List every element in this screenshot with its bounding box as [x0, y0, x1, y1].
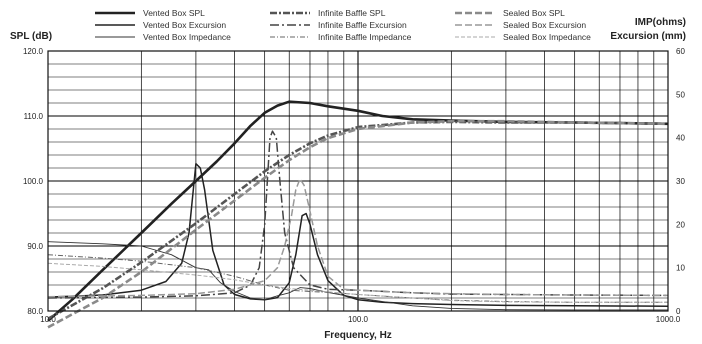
y-left-tick-label: 100.0 [23, 177, 44, 186]
series-vented-box-spl [47, 100, 669, 322]
legend: Vented Box SPL Vented Box Excursion Vented… [95, 8, 591, 42]
legend-label: Sealed Box SPL [503, 8, 565, 18]
y-right-tick-label: 20 [676, 220, 685, 229]
legend-label: Infinite Baffle SPL [318, 8, 386, 18]
legend-label: Infinite Baffle Excursion [318, 20, 407, 30]
tick-labels: 10.0 100.0 1000.0 80.0 90.0 100.0 110.0 120.0 0 1… [23, 47, 685, 324]
x-tick-label: 100.0 [348, 315, 369, 324]
y-left-tick-label: 120.0 [23, 47, 44, 56]
plot-frame [47, 50, 669, 312]
legend-label: Infinite Baffle Impedance [318, 32, 412, 42]
y-left-tick-label: 110.0 [24, 112, 44, 121]
y-right-axis-title-impedance: IMP(ohms) [635, 17, 686, 28]
y-right-tick-label: 40 [676, 134, 685, 143]
y-right-axis-title-excursion: Excursion (mm) [610, 31, 686, 42]
x-tick-label: 1000.0 [656, 315, 681, 324]
series-vented-box-impedance [47, 241, 668, 311]
x-tick-label: 10.0 [40, 315, 56, 324]
legend-label: Vented Box Excursion [143, 20, 226, 30]
y-right-tick-label: 0 [676, 307, 681, 316]
x-axis-title: Frequency, Hz [324, 330, 392, 341]
series-sealed-box-spl [47, 119, 669, 329]
series-sealed-box-impedance [47, 262, 668, 303]
y-left-tick-label: 90.0 [27, 242, 43, 251]
legend-label: Sealed Box Impedance [503, 32, 591, 42]
legend-label: Sealed Box Excursion [503, 20, 586, 30]
y-right-tick-label: 60 [676, 47, 685, 56]
legend-label: Vented Box SPL [143, 8, 205, 18]
series-layer [47, 100, 669, 329]
y-right-tick-label: 50 [676, 90, 685, 99]
y-left-axis-title: SPL (dB) [10, 31, 52, 42]
grid [48, 51, 668, 311]
y-left-tick-label: 80.0 [27, 307, 43, 316]
y-right-tick-label: 10 [676, 264, 685, 273]
series-sealed-box-excursion [47, 178, 669, 298]
legend-label: Vented Box Impedance [143, 32, 231, 42]
y-right-tick-label: 30 [676, 177, 685, 186]
